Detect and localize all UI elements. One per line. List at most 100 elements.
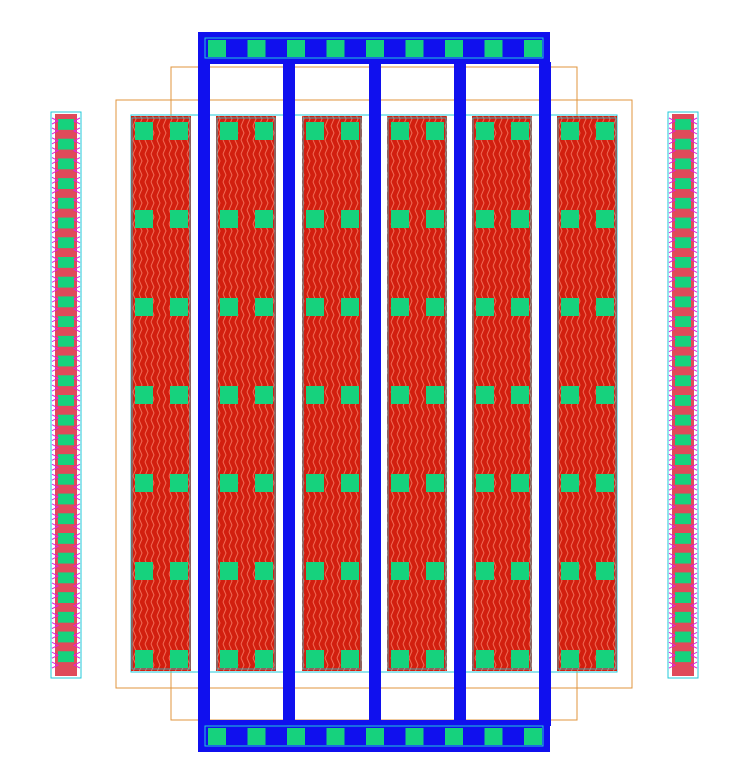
guard-left-pin-left	[51, 444, 60, 451]
guard-left-pin-left	[51, 394, 60, 402]
contact-square	[596, 474, 614, 492]
guard-left-pin-right	[72, 127, 81, 135]
guard-left-pin-left	[51, 117, 60, 125]
guard-right-contact	[675, 572, 691, 584]
top-bus-contact	[287, 40, 305, 57]
guard-left-pin-left	[51, 493, 60, 501]
guard-right-pin-right	[689, 641, 698, 649]
guard-left-pin-left	[51, 186, 60, 194]
contact-square	[135, 474, 153, 492]
metal-layer	[198, 32, 551, 752]
contact-square	[170, 210, 188, 228]
guard-right-pin-left	[668, 444, 677, 451]
guard-left-contact	[58, 434, 74, 446]
guard-left-contact	[58, 513, 74, 525]
contact-square	[511, 122, 529, 140]
bottom-bus-contact	[445, 728, 463, 745]
guard-left-pin-right	[72, 335, 81, 343]
guard-right-pin-right	[689, 384, 698, 392]
contact-square	[220, 122, 238, 140]
guard-right-pin-left	[668, 374, 677, 382]
guard-right-pin-left	[668, 602, 677, 610]
guard-right-pin-left	[668, 196, 677, 204]
guard-left-pin-right	[72, 463, 81, 471]
contact-square	[341, 650, 359, 668]
guard-left-pin-left	[51, 503, 60, 511]
guard-right-pin-right	[689, 275, 698, 283]
contact-square	[341, 210, 359, 228]
guard-left-pin-left	[51, 315, 60, 323]
guard-left-pin-left	[51, 533, 60, 540]
contact-square	[306, 562, 324, 580]
contact-square	[341, 122, 359, 140]
contact-square	[596, 386, 614, 404]
metal-gate-finger	[198, 62, 210, 726]
guard-left-pin-left	[51, 582, 60, 590]
guard-left-pin-left	[51, 147, 60, 155]
contact-square	[170, 562, 188, 580]
metal-gate-finger	[539, 62, 551, 726]
guard-right-pin-right	[689, 533, 698, 540]
guard-left-pin-right	[72, 513, 81, 521]
guard-right-pin-right	[689, 394, 698, 402]
guard-left-pin-right	[72, 216, 81, 224]
top-bus-contact	[484, 40, 503, 57]
guard-right-pin-right	[689, 483, 698, 491]
guard-right-pin-left	[668, 404, 677, 412]
guard-right-pin-left	[668, 612, 677, 620]
guard-left-pin-left	[51, 364, 60, 372]
guard-left-pin-left	[51, 483, 60, 491]
guard-left-pin-left	[51, 127, 60, 135]
guard-left-pin-right	[72, 345, 81, 352]
guard-left-pin-left	[51, 196, 60, 204]
guard-left-pin-left	[51, 137, 60, 145]
guard-right-contact	[675, 434, 691, 446]
guard-right-pin-right	[689, 236, 698, 244]
guard-left-contact	[58, 119, 74, 130]
guard-left-pin-left	[51, 651, 60, 659]
guard-right-pin-right	[689, 167, 698, 174]
guard-right-pin-left	[668, 325, 677, 333]
guard-right-pin-left	[668, 434, 677, 442]
guard-left-contact	[58, 237, 74, 249]
contact-square	[476, 386, 494, 404]
guard-left-pin-right	[72, 186, 81, 194]
guard-left-pin-left	[51, 434, 60, 442]
bottom-bus-contact	[287, 728, 305, 745]
guard-left-pin-right	[72, 117, 81, 125]
guard-right-pin-right	[689, 265, 698, 273]
guard-right-pin-left	[668, 651, 677, 659]
contact-square	[135, 122, 153, 140]
diffusion-finger-outline	[216, 117, 276, 670]
contact-square	[561, 210, 579, 228]
guard-left-pin-left	[51, 523, 60, 531]
guard-right-pin-left	[668, 315, 677, 323]
guard-left-pin-right	[72, 176, 81, 184]
guard-right-pin-right	[689, 256, 698, 263]
guard-right-pin-right	[689, 196, 698, 204]
guard-right-pin-right	[689, 157, 698, 165]
guard-left-contact	[58, 631, 74, 643]
guard-left-contact	[58, 158, 74, 170]
guard-left-pin-left	[51, 226, 60, 234]
contact-square	[170, 386, 188, 404]
top-bus-contact	[524, 40, 542, 57]
guard-right-pin-left	[668, 384, 677, 392]
guard-right-pin-left	[668, 206, 677, 214]
contact-square	[476, 210, 494, 228]
guard-right-pin-right	[689, 345, 698, 352]
guard-left-contact	[58, 178, 74, 189]
guard-right-pin-right	[689, 137, 698, 145]
contact-square	[426, 650, 444, 668]
contact-square	[476, 562, 494, 580]
contact-square	[596, 650, 614, 668]
contact-square	[341, 386, 359, 404]
guard-right-pin-left	[668, 483, 677, 491]
guard-left-pin-right	[72, 196, 81, 204]
contact-square	[511, 210, 529, 228]
contact-square	[391, 386, 409, 404]
guard-right-pin-right	[689, 374, 698, 382]
guard-left-pin-left	[51, 552, 60, 560]
guard-right-pin-left	[668, 265, 677, 273]
